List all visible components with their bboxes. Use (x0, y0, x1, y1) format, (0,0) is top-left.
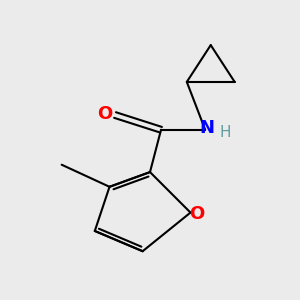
Text: N: N (200, 119, 214, 137)
Text: H: H (220, 125, 231, 140)
Text: O: O (97, 105, 112, 123)
Text: O: O (190, 206, 205, 224)
